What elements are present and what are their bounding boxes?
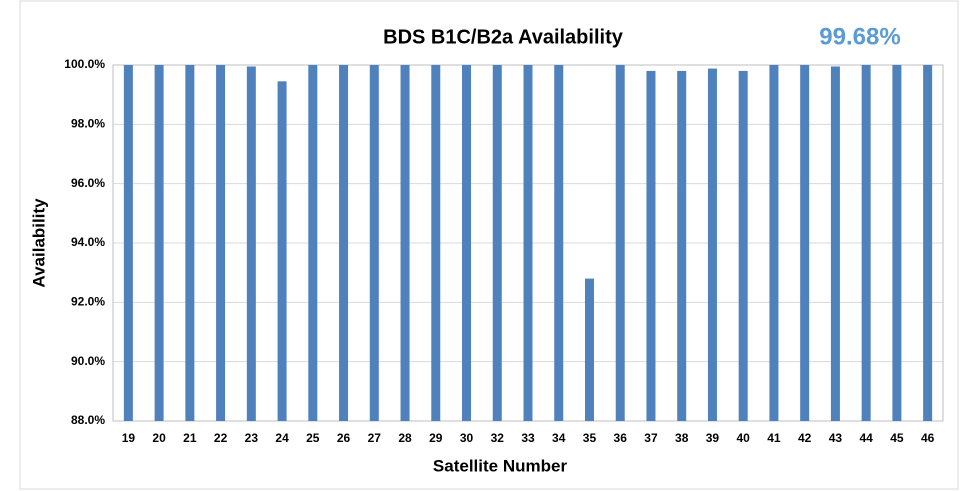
x-axis-label: Satellite Number: [433, 456, 568, 475]
x-tick-label: 37: [644, 431, 658, 445]
bar: [400, 65, 410, 421]
x-tick-label: 30: [460, 431, 474, 445]
chart-title: BDS B1C/B2a Availability: [383, 26, 624, 48]
x-tick-label: 27: [368, 431, 382, 445]
x-tick-label: 36: [614, 431, 628, 445]
bar: [431, 65, 441, 421]
bar: [462, 65, 472, 421]
bar: [339, 65, 349, 421]
x-tick-label: 24: [275, 431, 289, 445]
x-tick-label: 33: [521, 431, 535, 445]
x-tick-label: 23: [245, 431, 259, 445]
x-tick-label: 38: [675, 431, 689, 445]
y-tick-label: 90.0%: [71, 354, 105, 368]
bar: [216, 65, 226, 421]
y-tick-label: 98.0%: [71, 117, 105, 131]
bar: [738, 70, 748, 421]
bar: [154, 65, 164, 421]
bar: [707, 68, 717, 421]
bar: [246, 66, 256, 421]
bar: [584, 278, 594, 421]
bar: [800, 65, 810, 421]
x-tick-label: 40: [737, 431, 751, 445]
bar: [861, 65, 871, 421]
x-tick-label: 35: [583, 431, 597, 445]
bar: [769, 65, 779, 421]
bar: [677, 70, 687, 421]
x-tick-label: 26: [337, 431, 351, 445]
x-tick-label: 39: [706, 431, 720, 445]
bar: [923, 65, 933, 421]
x-tick-label: 41: [767, 431, 781, 445]
y-tick-label: 92.0%: [71, 295, 105, 309]
x-tick-label: 19: [122, 431, 136, 445]
x-tick-label: 28: [398, 431, 412, 445]
x-tick-label: 45: [890, 431, 904, 445]
x-tick-label: 44: [859, 431, 873, 445]
y-axis-label: Availability: [29, 198, 48, 288]
y-tick-label: 100.0%: [64, 57, 105, 71]
bar: [646, 70, 656, 421]
y-tick-label: 96.0%: [71, 176, 105, 190]
x-tick-label: 21: [183, 431, 197, 445]
x-tick-label: 42: [798, 431, 812, 445]
x-tick-label: 34: [552, 431, 566, 445]
x-tick-label: 46: [921, 431, 935, 445]
x-tick-label: 43: [829, 431, 843, 445]
bar: [554, 65, 564, 421]
x-tick-label: 32: [491, 431, 505, 445]
x-tick-label: 22: [214, 431, 228, 445]
bar: [369, 65, 379, 421]
bar: [492, 65, 502, 421]
x-tick-label: 20: [152, 431, 166, 445]
y-tick-label: 94.0%: [71, 235, 105, 249]
bar: [830, 66, 840, 421]
x-tick-label: 25: [306, 431, 320, 445]
bar: [615, 65, 625, 421]
bar: [892, 65, 902, 421]
bar: [185, 65, 195, 421]
bar: [523, 65, 533, 421]
y-tick-label: 88.0%: [71, 413, 105, 427]
bar: [308, 65, 318, 421]
bar: [277, 81, 287, 422]
annotation: 99.68%: [819, 23, 900, 50]
x-tick-label: 29: [429, 431, 443, 445]
bar: [123, 65, 133, 421]
